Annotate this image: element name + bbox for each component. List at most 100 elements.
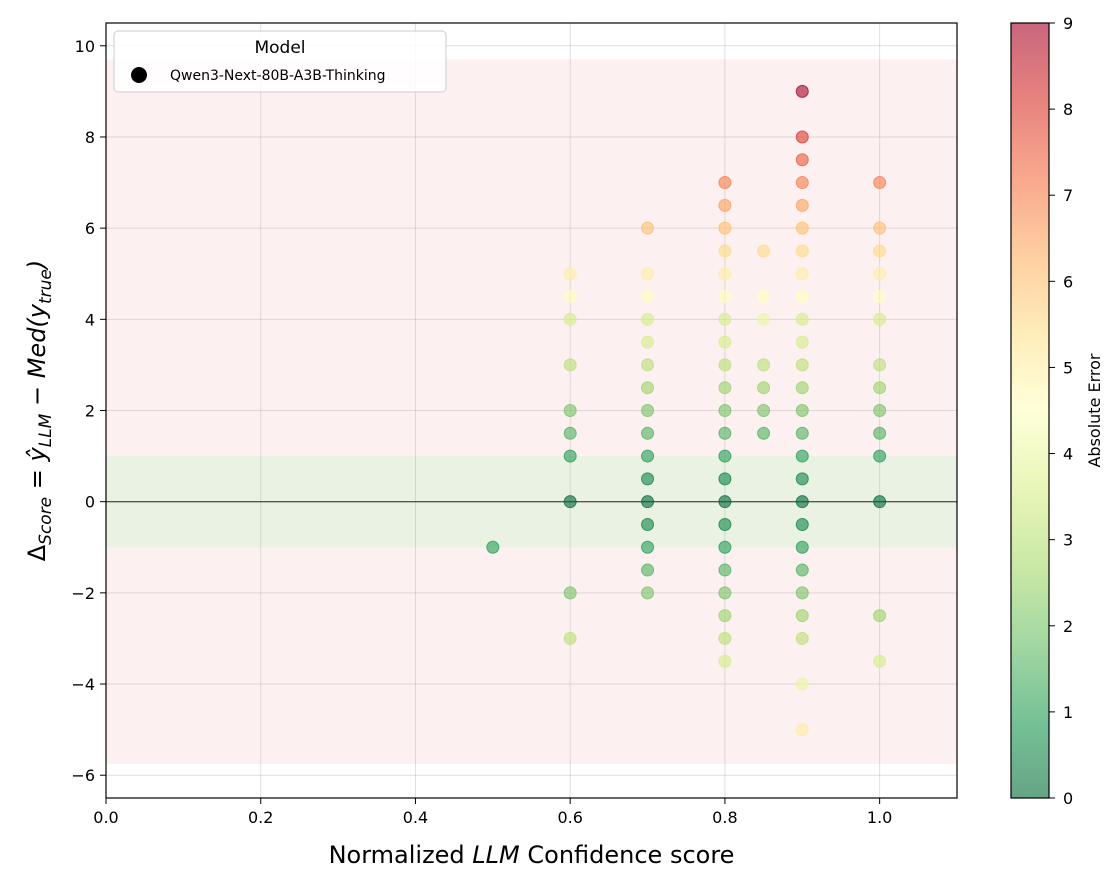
data-point: [873, 312, 887, 326]
data-point: [718, 495, 732, 509]
x-tick-label: 0.6: [557, 808, 582, 827]
data-point: [718, 426, 732, 440]
data-point: [873, 426, 887, 440]
data-point: [641, 517, 655, 531]
colorbar-title: Absolute Error: [1085, 353, 1104, 467]
data-point: [795, 221, 809, 235]
colorbar-tick-label: 7: [1063, 186, 1073, 205]
x-axis-title: Normalized LLM Confidence score: [329, 841, 735, 869]
data-point: [718, 472, 732, 486]
data-point: [641, 381, 655, 395]
data-point: [563, 267, 577, 281]
x-tick-label: 0.2: [248, 808, 273, 827]
colorbar-tick-label: 3: [1063, 531, 1073, 550]
y-tick-label: −2: [71, 584, 95, 603]
legend-box: [113, 30, 447, 93]
data-point: [873, 449, 887, 463]
colorbar-tick-label: 2: [1063, 617, 1073, 636]
data-point: [795, 426, 809, 440]
data-point: [757, 244, 771, 258]
data-point: [718, 654, 732, 668]
data-point: [873, 244, 887, 258]
data-point: [795, 335, 809, 349]
data-point: [757, 381, 771, 395]
data-point: [795, 563, 809, 577]
x-tick-label: 0.4: [403, 808, 428, 827]
y-tick-label: −4: [71, 675, 95, 694]
data-point: [641, 563, 655, 577]
legend: Model Qwen3-Next-80B-A3B-Thinking: [113, 30, 447, 93]
data-point: [718, 358, 732, 372]
data-point: [873, 176, 887, 190]
legend-title: Model: [254, 38, 305, 58]
data-point: [873, 221, 887, 235]
y-tick-label: 10: [75, 37, 95, 56]
data-point: [718, 586, 732, 600]
data-point: [641, 540, 655, 554]
data-point: [795, 609, 809, 623]
data-point: [641, 472, 655, 486]
data-point: [718, 221, 732, 235]
y-tick-label: 0: [85, 493, 95, 512]
data-point: [563, 312, 577, 326]
band-error-zone: [106, 59, 957, 764]
data-point: [795, 153, 809, 167]
y-axis-title: ΔScore = ŷLLM − Med(ytrue): [23, 260, 56, 562]
data-point: [718, 563, 732, 577]
data-point: [641, 495, 655, 509]
data-point: [795, 267, 809, 281]
data-point: [641, 312, 655, 326]
data-point: [718, 176, 732, 190]
data-point: [795, 404, 809, 417]
data-point: [795, 631, 809, 645]
data-point: [718, 609, 732, 623]
data-point: [641, 221, 655, 235]
colorbar-ticks: 0 1 2 3 4 5 6 7 8 9: [1049, 14, 1073, 808]
data-point: [718, 267, 732, 281]
data-point: [795, 723, 809, 737]
data-point: [641, 426, 655, 440]
data-point: [486, 540, 500, 554]
data-point: [873, 654, 887, 668]
data-point: [795, 449, 809, 463]
data-point: [718, 381, 732, 395]
x-tick-label: 1.0: [867, 808, 892, 827]
data-point: [641, 449, 655, 463]
data-point: [873, 404, 887, 417]
colorbar-tick-label: 5: [1063, 358, 1073, 377]
data-point: [873, 358, 887, 372]
data-point: [795, 495, 809, 509]
data-point: [641, 267, 655, 281]
points-layer: [486, 84, 887, 737]
x-tick-label: 0.8: [712, 808, 737, 827]
data-point: [641, 358, 655, 372]
data-point: [718, 244, 732, 258]
data-point: [795, 244, 809, 258]
colorbar-tick-label: 6: [1063, 272, 1073, 291]
data-point: [757, 290, 771, 304]
colorbar-gradient: [1010, 22, 1050, 799]
y-tick-label: 2: [85, 402, 95, 421]
y-tick-label: 8: [85, 128, 95, 147]
data-point: [641, 290, 655, 304]
colorbar: 0 1 2 3 4 5 6 7 8 9 Absolute Error: [1010, 14, 1104, 808]
data-point: [563, 290, 577, 304]
data-point: [718, 540, 732, 554]
data-point: [563, 404, 577, 417]
data-point: [757, 312, 771, 326]
bands-layer: [106, 59, 957, 764]
legend-marker: [131, 67, 147, 83]
colorbar-tick-label: 8: [1063, 100, 1073, 119]
data-point: [718, 449, 732, 463]
data-point: [718, 198, 732, 212]
data-point: [795, 130, 809, 144]
data-point: [563, 426, 577, 440]
data-point: [873, 495, 887, 509]
data-point: [563, 358, 577, 372]
data-point: [718, 335, 732, 349]
y-tick-label: −6: [71, 766, 95, 785]
x-tick-label: 0.0: [93, 808, 118, 827]
data-point: [718, 404, 732, 417]
data-point: [641, 335, 655, 349]
data-point: [757, 358, 771, 372]
